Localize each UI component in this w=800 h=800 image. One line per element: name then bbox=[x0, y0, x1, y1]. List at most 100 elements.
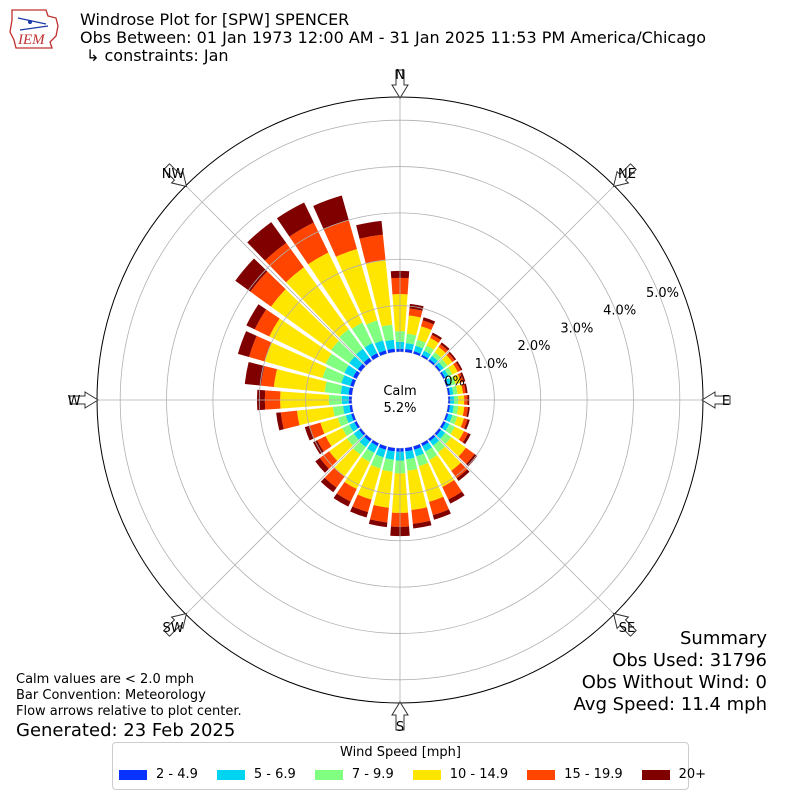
summary-block: Summary Obs Used: 31796 Obs Without Wind… bbox=[574, 628, 767, 716]
windrose-bar bbox=[446, 404, 451, 413]
windrose-bar bbox=[428, 434, 436, 442]
windrose-bar bbox=[304, 425, 314, 441]
windrose-bar bbox=[466, 453, 478, 467]
windrose-bar bbox=[455, 361, 463, 371]
windrose-bar bbox=[365, 260, 393, 327]
windrose-bar bbox=[361, 448, 375, 462]
direction-label: E bbox=[722, 394, 730, 409]
radial-tick-label: 1.0% bbox=[475, 357, 508, 372]
notes-block: Calm values are < 2.0 mph Bar Convention… bbox=[16, 672, 242, 720]
windrose-bar bbox=[276, 412, 284, 431]
direction-label: N bbox=[395, 68, 405, 83]
legend-items: 2 - 4.9 5 - 6.9 7 - 9.9 10 - 14.9 15 - 19.9 2… bbox=[119, 767, 725, 782]
windrose-bar bbox=[350, 506, 369, 518]
windrose-bar bbox=[452, 374, 461, 385]
windrose-bar bbox=[445, 378, 452, 387]
windrose-bar bbox=[246, 304, 267, 330]
flow-arrow bbox=[163, 612, 188, 637]
avg-speed: Avg Speed: 11.4 mph bbox=[573, 694, 767, 715]
windrose-bar bbox=[461, 383, 466, 394]
windrose-bar bbox=[244, 361, 265, 386]
windrose-bar bbox=[415, 339, 426, 349]
direction-label: SW bbox=[162, 621, 183, 636]
grid-spoke bbox=[185, 185, 401, 401]
windrose-bar bbox=[336, 481, 357, 502]
legend-swatch bbox=[412, 769, 441, 780]
windrose-bar bbox=[350, 378, 357, 387]
windrose-bar bbox=[356, 220, 383, 239]
legend-swatch bbox=[216, 769, 245, 780]
windrose-bar bbox=[451, 385, 458, 395]
flow-arrow bbox=[391, 69, 409, 99]
summary-title: Summary bbox=[680, 628, 767, 649]
windrose-bar bbox=[434, 428, 442, 436]
windrose-bar bbox=[456, 469, 470, 481]
windrose-bar bbox=[375, 447, 386, 458]
windrose-bar bbox=[448, 386, 454, 395]
windrose-bar bbox=[280, 410, 300, 430]
windrose-bar bbox=[349, 422, 358, 432]
windrose-bar bbox=[357, 464, 381, 500]
windrose-bar bbox=[408, 308, 423, 318]
windrose-bar bbox=[425, 447, 438, 460]
windrose-bar bbox=[250, 271, 286, 307]
windrose-bar bbox=[359, 436, 370, 448]
windrose-bar bbox=[351, 413, 357, 421]
windrose-bar bbox=[451, 462, 468, 479]
windrose-bar bbox=[276, 202, 314, 237]
legend-item: 7 - 9.9 bbox=[314, 767, 394, 782]
windrose-bar bbox=[363, 357, 372, 366]
windrose-bar bbox=[420, 354, 429, 361]
windrose-bar bbox=[341, 375, 353, 386]
legend: Wind Speed [mph] 2 - 4.9 5 - 6.9 7 - 9.9 10… bbox=[112, 742, 706, 790]
windrose-bar bbox=[340, 385, 350, 395]
windrose-bar bbox=[431, 332, 442, 340]
windrose-bar bbox=[385, 339, 395, 350]
generated-date: Generated: 23 Feb 2025 bbox=[16, 720, 236, 741]
windrose-bar bbox=[416, 453, 429, 467]
chart-title: Windrose Plot for [SPW] SPENCER bbox=[80, 10, 350, 29]
direction-label: SE bbox=[619, 621, 635, 636]
windrose-bar bbox=[439, 420, 446, 429]
legend-label: 2 - 4.9 bbox=[156, 767, 198, 782]
windrose-bar bbox=[434, 364, 441, 372]
windrose-bar bbox=[405, 333, 417, 345]
windrose-bar bbox=[354, 420, 361, 429]
windrose-bar bbox=[407, 469, 427, 511]
legend-title: Wind Speed [mph] bbox=[340, 745, 461, 760]
windrose-bar bbox=[269, 318, 332, 364]
windrose-bar bbox=[254, 309, 280, 337]
windrose-bar bbox=[441, 369, 449, 379]
legend-label: 7 - 9.9 bbox=[351, 767, 394, 782]
windrose-bar bbox=[367, 442, 378, 453]
windrose-bar bbox=[462, 433, 471, 445]
windrose-bar bbox=[421, 320, 434, 330]
windrose-bar bbox=[444, 367, 453, 377]
windrose-bar bbox=[430, 334, 441, 343]
windrose-bar bbox=[413, 351, 421, 357]
windrose-bar bbox=[422, 317, 436, 325]
windrose-bar bbox=[317, 436, 332, 452]
calm-label: Calm bbox=[383, 384, 416, 399]
windrose-bar bbox=[445, 413, 453, 423]
windrose-bar bbox=[381, 324, 394, 342]
windrose-bar bbox=[373, 469, 393, 508]
windrose-bar bbox=[455, 384, 463, 395]
windrose-bar bbox=[466, 407, 470, 418]
windrose-bar bbox=[378, 350, 387, 357]
legend-swatch bbox=[314, 769, 343, 780]
direction-label: W bbox=[68, 394, 81, 409]
obs-without-wind: Obs Without Wind: 0 bbox=[581, 672, 767, 693]
windrose-bar bbox=[344, 365, 357, 378]
radial-tick-label: 3.0% bbox=[560, 321, 593, 336]
windrose-bar bbox=[237, 331, 257, 358]
windrose-bar bbox=[334, 448, 361, 477]
windrose-bar bbox=[434, 346, 446, 358]
flow-arrows-note: Flow arrows relative to plot center. bbox=[16, 704, 242, 719]
calm-definition: Calm values are < 2.0 mph bbox=[16, 672, 195, 687]
windrose-bar bbox=[442, 480, 463, 500]
windrose-bar bbox=[270, 289, 339, 351]
windrose-bar bbox=[353, 429, 364, 440]
windrose-bar bbox=[429, 496, 449, 516]
